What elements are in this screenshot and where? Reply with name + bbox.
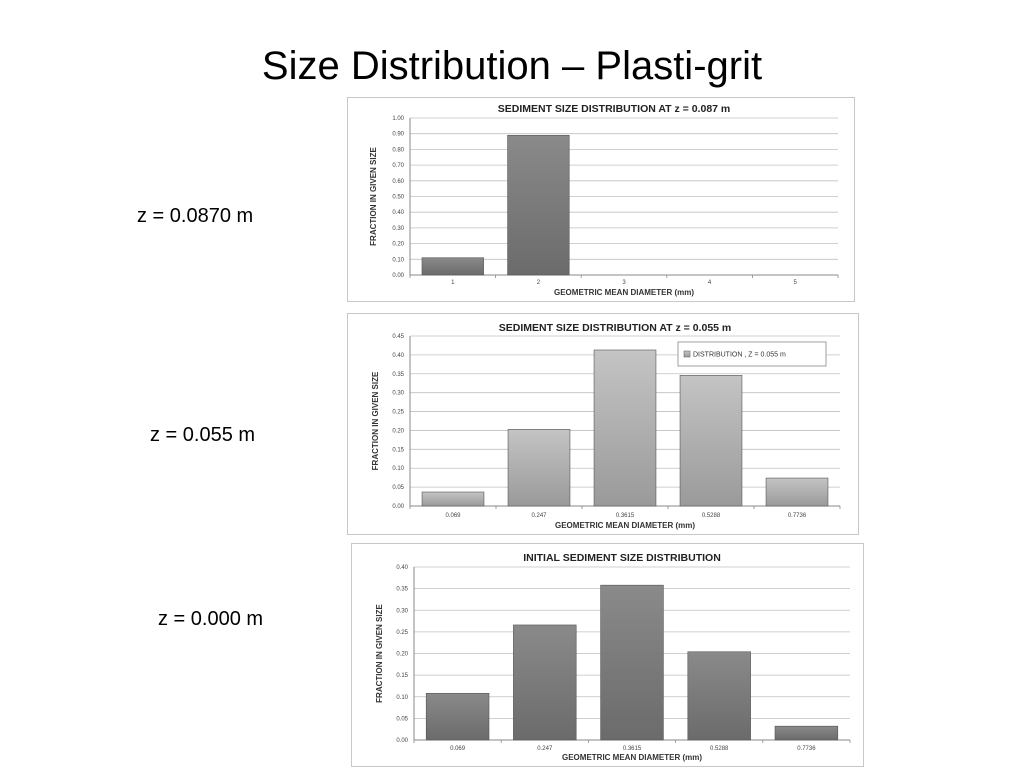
y-tick-label: 0.40 xyxy=(392,210,404,216)
y-tick-label: 0.80 xyxy=(392,147,404,153)
bar-1 xyxy=(421,257,484,276)
chart-z-0055-svg: SEDIMENT SIZE DISTRIBUTION AT z = 0.055 … xyxy=(371,322,841,530)
y-tick-label: 0.00 xyxy=(392,273,404,279)
x-axis-title: GEOMETRIC MEAN DIAMETER (mm) xyxy=(562,753,702,762)
x-tick-label: 0.3615 xyxy=(623,746,642,752)
x-tick-label: 0.069 xyxy=(450,746,466,752)
y-tick-label: 0.05 xyxy=(396,716,408,722)
x-tick-label: 0.3615 xyxy=(616,513,635,519)
z-label-0087: z = 0.0870 m xyxy=(137,205,254,227)
y-tick-label: 0.90 xyxy=(392,132,404,138)
bar-0.3615 xyxy=(600,584,664,741)
y-tick-label: 0.25 xyxy=(392,410,404,416)
page-title: Size Distribution – Plasti-grit xyxy=(261,44,763,88)
y-tick-label: 0.10 xyxy=(392,257,404,263)
bar-0.247 xyxy=(507,429,571,507)
chart-title: SEDIMENT SIZE DISTRIBUTION AT z = 0.087 … xyxy=(498,103,731,115)
chart-title: SEDIMENT SIZE DISTRIBUTION AT z = 0.055 … xyxy=(499,322,732,334)
bar-0.7736 xyxy=(765,477,829,507)
chart-title: INITIAL SEDIMENT SIZE DISTRIBUTION xyxy=(523,552,721,564)
y-tick-label: 0.10 xyxy=(396,695,408,701)
y-tick-label: 0.20 xyxy=(396,652,408,658)
chart-initial: INITIAL SEDIMENT SIZE DISTRIBUTION 0.00 0.… xyxy=(351,543,864,767)
y-axis-title: FRACTION IN GIVEN SIZE xyxy=(371,371,380,470)
y-tick-label: 1.00 xyxy=(392,116,404,122)
y-tick-label: 0.45 xyxy=(392,334,404,340)
y-axis-title: FRACTION IN GIVEN SIZE xyxy=(369,147,378,246)
y-axis-title: FRACTION IN GIVEN SIZE xyxy=(375,604,384,703)
x-tick-label: 0.7736 xyxy=(788,513,807,519)
bar-0.069 xyxy=(421,491,485,507)
y-tick-label: 0.60 xyxy=(392,179,404,185)
x-tick-label: 3 xyxy=(622,280,626,286)
x-tick-label: 5 xyxy=(794,280,798,286)
bar-0.5288 xyxy=(687,651,751,741)
x-axis-title: GEOMETRIC MEAN DIAMETER (mm) xyxy=(554,288,694,297)
y-tick-label: 0.25 xyxy=(396,630,408,636)
x-tick-label: 4 xyxy=(708,280,712,286)
chart-initial-svg: INITIAL SEDIMENT SIZE DISTRIBUTION 0.00 0.… xyxy=(375,552,851,762)
legend-swatch xyxy=(683,350,691,358)
bar-0.247 xyxy=(513,624,577,741)
x-tick-label: 0.5288 xyxy=(710,746,729,752)
bar-0.5288 xyxy=(679,374,743,507)
z-label-0000: z = 0.000 m xyxy=(158,608,264,630)
x-tick-label: 0.247 xyxy=(531,513,547,519)
x-tick-label: 1 xyxy=(451,280,455,286)
y-tick-label: 0.30 xyxy=(392,226,404,232)
y-tick-label: 0.40 xyxy=(392,353,404,359)
x-tick-label: 0.5288 xyxy=(702,513,721,519)
y-tick-label: 0.20 xyxy=(392,242,404,248)
x-axis-title: GEOMETRIC MEAN DIAMETER (mm) xyxy=(555,521,695,530)
legend-entry: DISTRIBUTION , Z = 0.055 m xyxy=(693,352,786,359)
y-tick-label: 0.30 xyxy=(392,391,404,397)
y-tick-label: 0.40 xyxy=(396,565,408,571)
bar-0.3615 xyxy=(593,349,657,507)
y-tick-label: 0.15 xyxy=(392,447,404,453)
x-tick-label: 0.069 xyxy=(445,513,461,519)
chart-z-0055: SEDIMENT SIZE DISTRIBUTION AT z = 0.055 … xyxy=(347,313,859,535)
legend-box xyxy=(677,341,827,367)
y-tick-label: 0.35 xyxy=(392,372,404,378)
bar-0.7736 xyxy=(774,725,839,741)
y-tick-label: 0.35 xyxy=(396,587,408,593)
x-tick-label: 2 xyxy=(537,280,541,286)
chart-z-0087-svg: SEDIMENT SIZE DISTRIBUTION AT z = 0.087 … xyxy=(369,103,839,297)
bar-2 xyxy=(507,134,570,276)
y-tick-label: 0.20 xyxy=(392,428,404,434)
y-tick-label: 0.30 xyxy=(396,608,408,614)
z-label-0055: z = 0.055 m xyxy=(150,424,256,446)
chart-z-0087: SEDIMENT SIZE DISTRIBUTION AT z = 0.087 … xyxy=(347,97,855,302)
x-tick-label: 0.7736 xyxy=(797,746,816,752)
x-tick-label: 0.247 xyxy=(537,746,553,752)
y-tick-label: 0.50 xyxy=(392,195,404,201)
bar-0.069 xyxy=(425,692,490,741)
y-tick-label: 0.05 xyxy=(392,485,404,491)
y-tick-label: 0.00 xyxy=(396,738,408,744)
y-tick-label: 0.70 xyxy=(392,163,404,169)
y-tick-label: 0.10 xyxy=(392,466,404,472)
y-tick-label: 0.15 xyxy=(396,673,408,679)
y-tick-label: 0.00 xyxy=(392,504,404,510)
